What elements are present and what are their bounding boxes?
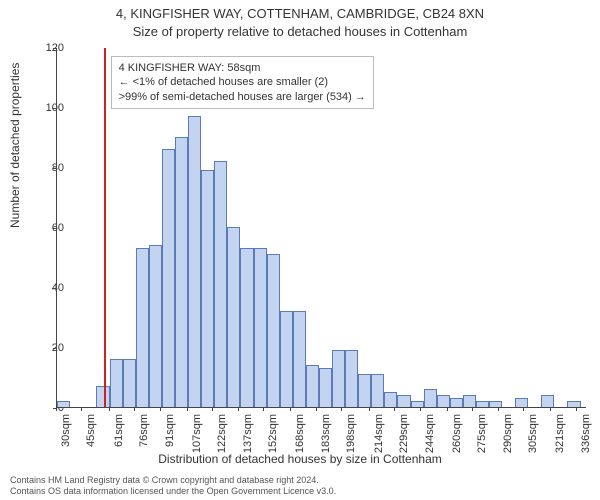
histogram-bar: [397, 395, 410, 407]
histogram-bar: [110, 359, 123, 407]
histogram-bar: [267, 254, 280, 407]
plot-area: 4 KINGFISHER WAY: 58sqm ← <1% of detache…: [56, 48, 586, 408]
x-tick-mark: [212, 408, 213, 411]
chart-title-main: 4, KINGFISHER WAY, COTTENHAM, CAMBRIDGE,…: [0, 6, 600, 21]
x-tick-mark: [550, 408, 551, 411]
histogram-bar: [201, 170, 214, 407]
chart-title-sub: Size of property relative to detached ho…: [0, 24, 600, 39]
histogram-bar: [123, 359, 136, 407]
x-tick-mark: [523, 408, 524, 411]
x-tick-mark: [447, 408, 448, 411]
x-tick-mark: [498, 408, 499, 411]
credits: Contains HM Land Registry data © Crown c…: [10, 475, 336, 498]
histogram-bar: [227, 227, 240, 407]
x-tick-mark: [134, 408, 135, 411]
histogram-bar: [57, 401, 70, 407]
histogram-bar: [319, 368, 332, 407]
annotation-box: 4 KINGFISHER WAY: 58sqm ← <1% of detache…: [111, 56, 374, 109]
histogram-bar: [450, 398, 463, 407]
x-tick-mark: [160, 408, 161, 411]
histogram-bar: [567, 401, 580, 407]
credits-line-2: Contains OS data information licensed un…: [10, 486, 336, 497]
x-tick-mark: [394, 408, 395, 411]
x-tick-mark: [56, 408, 57, 411]
histogram-bar: [358, 374, 371, 407]
histogram-bar: [188, 116, 201, 407]
x-tick-mark: [109, 408, 110, 411]
histogram-bar: [332, 350, 345, 407]
histogram-bar: [280, 311, 293, 407]
histogram-bar: [541, 395, 554, 407]
annotation-line-3: >99% of semi-detached houses are larger …: [119, 90, 366, 104]
x-tick-mark: [420, 408, 421, 411]
annotation-line-1: 4 KINGFISHER WAY: 58sqm: [119, 61, 366, 75]
y-axis-label: Number of detached properties: [8, 63, 22, 228]
x-tick-mark: [290, 408, 291, 411]
histogram-bar: [515, 398, 528, 407]
histogram-bar: [254, 248, 267, 407]
x-tick-mark: [263, 408, 264, 411]
histogram-bar: [240, 248, 253, 407]
histogram-bar: [345, 350, 358, 407]
histogram-bar: [371, 374, 384, 407]
x-tick-mark: [238, 408, 239, 411]
marker-line: [104, 48, 106, 407]
x-tick-mark: [81, 408, 82, 411]
histogram-bar: [136, 248, 149, 407]
chart-root: 4, KINGFISHER WAY, COTTENHAM, CAMBRIDGE,…: [0, 0, 600, 500]
histogram-bar: [424, 389, 437, 407]
histogram-bar: [306, 365, 319, 407]
histogram-bar: [489, 401, 502, 407]
histogram-bar: [175, 137, 188, 407]
x-tick-mark: [341, 408, 342, 411]
x-tick-mark: [576, 408, 577, 411]
annotation-line-2: ← <1% of detached houses are smaller (2): [119, 75, 366, 89]
histogram-bar: [149, 245, 162, 407]
x-tick-mark: [187, 408, 188, 411]
histogram-bar: [437, 395, 450, 407]
x-tick-mark: [472, 408, 473, 411]
histogram-bar: [463, 395, 476, 407]
credits-line-1: Contains HM Land Registry data © Crown c…: [10, 475, 336, 486]
histogram-bar: [162, 149, 175, 407]
histogram-bar: [384, 392, 397, 407]
x-tick-mark: [316, 408, 317, 411]
histogram-bar: [411, 401, 424, 407]
histogram-bar: [214, 161, 227, 407]
x-axis-label: Distribution of detached houses by size …: [0, 452, 600, 466]
x-tick-mark: [369, 408, 370, 411]
histogram-bar: [293, 311, 306, 407]
histogram-bar: [476, 401, 489, 407]
